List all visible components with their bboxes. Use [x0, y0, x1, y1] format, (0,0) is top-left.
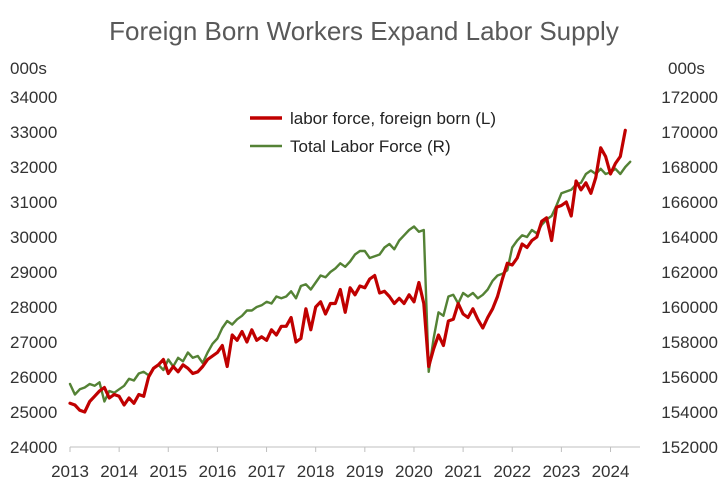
x-tick-label: 2018	[297, 462, 335, 481]
left-tick-label: 27000	[10, 333, 57, 352]
right-tick-label: 154000	[661, 403, 718, 422]
left-tick-label: 34000	[10, 88, 57, 107]
legend-label-foreign-born: labor force, foreign born (L)	[290, 109, 496, 128]
left-tick-label: 25000	[10, 403, 57, 422]
legend-item-foreign-born: labor force, foreign born (L)	[250, 109, 496, 128]
left-tick-label: 33000	[10, 123, 57, 142]
right-tick-label: 156000	[661, 368, 718, 387]
x-tick-label: 2024	[592, 462, 630, 481]
x-tick-label: 2019	[346, 462, 384, 481]
right-tick-label: 166000	[661, 193, 718, 212]
x-tick-label: 2020	[395, 462, 433, 481]
x-tick-label: 2022	[493, 462, 531, 481]
right-tick-label: 172000	[661, 88, 718, 107]
right-tick-label: 164000	[661, 228, 718, 247]
legend-label-total-labor-force: Total Labor Force (R)	[290, 137, 451, 156]
legend-item-total-labor-force: Total Labor Force (R)	[250, 137, 451, 156]
series-line-total-labor-force	[68, 160, 632, 403]
left-tick-label: 30000	[10, 228, 57, 247]
left-tick-label: 29000	[10, 263, 57, 282]
x-tick-label: 2016	[198, 462, 236, 481]
left-tick-label: 31000	[10, 193, 57, 212]
right-tick-label: 170000	[661, 123, 718, 142]
right-unit-label: 000s	[668, 59, 705, 78]
right-tick-label: 158000	[661, 333, 718, 352]
left-tick-label: 26000	[10, 368, 57, 387]
x-tick-label: 2015	[149, 462, 187, 481]
x-tick-label: 2023	[542, 462, 580, 481]
left-unit-label: 000s	[10, 59, 47, 78]
left-tick-label: 28000	[10, 298, 57, 317]
x-tick-label: 2014	[100, 462, 138, 481]
right-tick-label: 168000	[661, 158, 718, 177]
x-tick-label: 2013	[51, 462, 89, 481]
right-tick-label: 152000	[661, 438, 718, 457]
x-tick-label: 2021	[444, 462, 482, 481]
left-axis-ticks: 24000 25000 26000 27000 28000 29000 30000 31000…	[10, 88, 57, 457]
right-axis-ticks: 152000 154000 156000 158000 160000 162000 1640…	[661, 88, 718, 457]
series-line-foreign-born	[68, 128, 627, 414]
series-lines	[68, 128, 632, 414]
left-tick-label: 24000	[10, 438, 57, 457]
x-tick-label: 2017	[248, 462, 286, 481]
right-tick-label: 160000	[661, 298, 718, 317]
legend: labor force, foreign born (L) Total Labo…	[250, 109, 496, 156]
right-tick-label: 162000	[661, 263, 718, 282]
x-axis-ticks: 2013 2014 2015 2016 2017 2018 2019 2020 2021 2022…	[51, 447, 629, 481]
chart-title: Foreign Born Workers Expand Labor Supply	[109, 16, 619, 46]
left-tick-label: 32000	[10, 158, 57, 177]
